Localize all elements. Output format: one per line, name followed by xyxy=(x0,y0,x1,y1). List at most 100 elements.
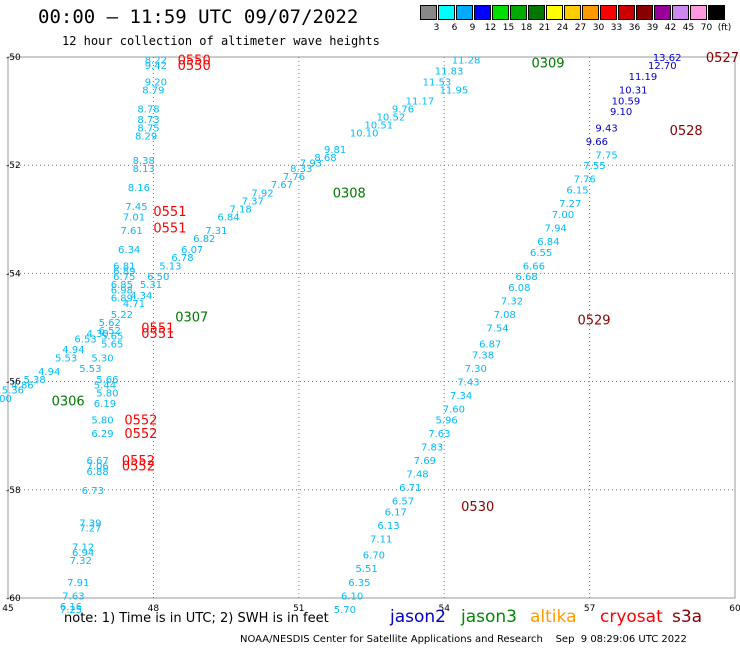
wave-height-value: 7.06 xyxy=(87,461,109,472)
lon-tick-label: 57 xyxy=(584,604,595,614)
wave-height-value: 8.68 xyxy=(314,153,336,164)
lat-tick-label: -56 xyxy=(6,378,21,388)
wave-height-value: 7.11 xyxy=(370,534,392,545)
color-swatch xyxy=(456,5,473,20)
wave-height-value: 8.79 xyxy=(142,85,164,96)
wave-height-value: 7.43 xyxy=(457,378,479,389)
wave-height-value: 7.45 xyxy=(125,202,147,213)
wave-height-value: 7.34 xyxy=(450,391,472,402)
pass-time-label: 0529 xyxy=(577,313,610,328)
wave-height-value: 6.55 xyxy=(530,248,552,259)
color-scale-label: 27 xyxy=(574,23,587,33)
lon-tick-label: 48 xyxy=(148,604,160,614)
wave-height-value: 5.96 xyxy=(435,415,457,426)
pass-time-label: 0551 xyxy=(153,221,186,236)
legend-jason3: jason3 xyxy=(461,607,517,627)
wave-height-value: 10.59 xyxy=(612,96,641,107)
wave-height-value: 6.53 xyxy=(74,334,96,345)
wave-height-value: 8.75 xyxy=(137,123,159,134)
pass-time-label: 0552 xyxy=(124,427,157,442)
color-scale-label: 70 xyxy=(700,23,713,33)
wave-height-value: 5.13 xyxy=(159,261,181,272)
wave-height-value: 5.70 xyxy=(334,605,356,616)
pass-time-label: 0530 xyxy=(461,500,494,515)
wave-height-value: 5.66 xyxy=(96,375,118,386)
wave-height-value: 7.38 xyxy=(472,351,494,362)
wave-height-value: 11.17 xyxy=(406,96,435,107)
color-scale-label: 33 xyxy=(610,23,623,33)
legend-jason2: jason2 xyxy=(390,607,446,627)
wave-height-value: 7.54 xyxy=(486,324,508,335)
wave-height-value: 6.70 xyxy=(363,551,385,562)
wave-height-value: 12.70 xyxy=(648,61,677,72)
color-scale-label: 9 xyxy=(469,23,476,33)
pass-time-label: 0552 xyxy=(122,459,155,474)
wave-height-value: 4.94 xyxy=(62,345,84,356)
wave-height-value: 9.43 xyxy=(595,123,617,134)
map-title: 00:00 – 11:59 UTC 09/07/2022 xyxy=(38,6,359,28)
wave-height-value: 6.85 xyxy=(111,280,133,291)
color-scale-label: 42 xyxy=(664,23,677,33)
wave-height-value: 7.32 xyxy=(501,296,523,307)
color-swatch xyxy=(636,5,653,20)
color-scale-label: 6 xyxy=(451,23,458,33)
wave-height-value: 7.61 xyxy=(120,226,142,237)
wave-height-value: 11.83 xyxy=(435,67,464,78)
wave-height-value: 6.16 xyxy=(60,602,82,613)
map-frame xyxy=(7,56,736,599)
wave-height-value: 7.18 xyxy=(230,204,252,215)
wave-height-value: 9.10 xyxy=(610,107,632,118)
wave-height-value: 4.30 xyxy=(87,329,109,340)
wave-height-value: 10.10 xyxy=(350,129,379,140)
wave-height-value: 6.08 xyxy=(508,283,530,294)
pass-time-label: 0309 xyxy=(531,56,564,71)
color-swatch xyxy=(420,5,437,20)
wave-height-value: 8.38 xyxy=(133,156,155,167)
color-scale-label: (ft) xyxy=(717,23,732,33)
pass-time-label: 0551 xyxy=(141,327,174,342)
wave-height-value: 7.63 xyxy=(62,591,84,602)
pass-time-label: 0528 xyxy=(670,124,703,139)
pass-time-label: 0552 xyxy=(124,413,157,428)
wave-height-value: 4.94 xyxy=(38,367,60,378)
wave-height-value: 5.38 xyxy=(24,375,46,386)
color-swatch xyxy=(546,5,563,20)
color-swatch xyxy=(528,5,545,20)
color-scale-label: 3 xyxy=(433,23,440,33)
wave-height-value: 6.81 xyxy=(113,261,135,272)
wave-height-value: 6.17 xyxy=(385,507,407,518)
wave-height-value: 11.95 xyxy=(440,85,469,96)
wave-height-value: 7.31 xyxy=(205,226,227,237)
wave-height-value: 6.07 xyxy=(181,245,203,256)
wave-height-value: 6.84 xyxy=(537,237,559,248)
wave-height-value: 9.20 xyxy=(145,77,167,88)
wave-height-value: 11.19 xyxy=(629,72,658,83)
color-swatch xyxy=(618,5,635,20)
wave-height-value: 5.53 xyxy=(55,353,77,364)
wave-height-value: 4.34 xyxy=(130,291,152,302)
wave-height-value: 7.76 xyxy=(283,172,305,183)
color-scale-label: 39 xyxy=(646,23,659,33)
wave-height-value: 6.35 xyxy=(348,578,370,589)
wave-height-value: 9.81 xyxy=(324,145,346,156)
color-swatch xyxy=(510,5,527,20)
footnote: note: 1) Time is in UTC; 2) SWH is in fe… xyxy=(64,611,329,626)
wave-height-value: 11.53 xyxy=(423,77,452,88)
wave-height-value: 10.31 xyxy=(619,85,648,96)
wave-height-value: 7.32 xyxy=(70,556,92,567)
wave-height-value: 7.83 xyxy=(421,443,443,454)
lon-tick-label: 51 xyxy=(293,604,304,614)
wave-height-value: 5.30 xyxy=(91,353,113,364)
wave-height-value: 6.71 xyxy=(399,483,421,494)
wave-height-value: 6.19 xyxy=(94,399,116,410)
wave-height-value: 6.98 xyxy=(111,286,133,297)
wave-height-value: 5.65 xyxy=(101,340,123,351)
wave-height-value: 5.36 xyxy=(2,386,24,397)
wave-height-value: 6.82 xyxy=(193,234,215,245)
legend-s3a: s3a xyxy=(672,607,703,627)
wave-height-value: 6.89 xyxy=(113,267,135,278)
wave-height-value: 6.89 xyxy=(111,294,133,305)
color-swatch xyxy=(672,5,689,20)
pass-time-label: 0307 xyxy=(175,311,208,326)
